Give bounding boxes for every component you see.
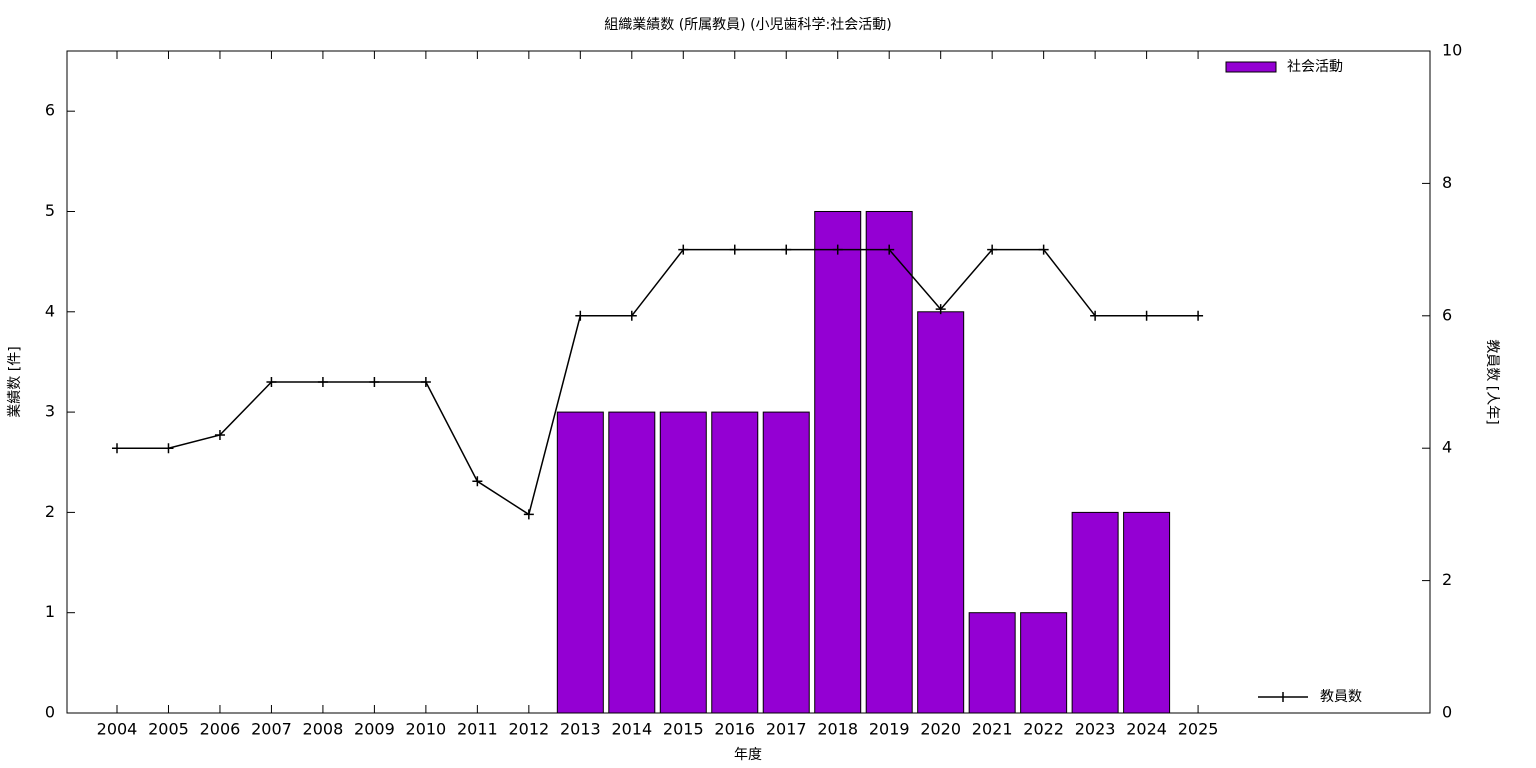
x-tick-label: 2025 [1178,720,1219,739]
chart-title: 組織業績数 (所属教員) (小児歯科学:社会活動) [604,17,891,33]
point [523,509,534,520]
point [1193,310,1204,321]
point [678,244,689,255]
x-tick-label: 2006 [200,720,241,739]
bar [762,411,810,714]
bar [659,411,707,714]
point [472,476,483,487]
legend-swatch [1225,61,1277,73]
legend-swatch [1258,692,1308,702]
y-tick-label: 3 [45,402,55,421]
bar [814,210,862,714]
bar [1020,612,1068,714]
y2-tick-label: 10 [1442,41,1462,60]
bar [865,210,913,714]
y2-tick-label: 2 [1442,570,1452,589]
x-tick-label: 2016 [714,720,755,739]
point [832,244,843,255]
y-tick-label: 2 [45,502,55,521]
y-tick-label: 5 [45,201,55,220]
line [117,248,1199,516]
point [575,310,586,321]
x-tick-label: 2023 [1075,720,1116,739]
y2-tick-label: 6 [1442,305,1452,324]
y-tick-label: 0 [45,703,55,722]
x-tick-label: 2008 [303,720,344,739]
point [935,304,946,315]
bar [968,612,1016,714]
x-tick-label: 2007 [251,720,292,739]
bar [917,311,965,714]
point [317,377,328,387]
y2-axis-label: 教員数 [人年] [1484,339,1500,424]
x-tick-label: 2005 [148,720,189,739]
bar [608,411,656,714]
y-tick-label: 4 [45,301,55,320]
bar [1071,511,1119,714]
point [163,443,174,454]
x-tick-label: 2013 [560,720,601,739]
x-tick-label: 2004 [97,720,138,739]
x-tick-label: 2014 [611,720,652,739]
point [781,244,792,255]
y2-tick-label: 8 [1442,173,1452,192]
point [420,377,431,387]
x-tick-label: 2022 [1023,720,1064,739]
x-tick-label: 2019 [869,720,910,739]
y2-tick-label: 0 [1442,703,1452,722]
y2-tick-label: 4 [1442,438,1452,457]
x-tick-label: 2020 [920,720,961,739]
bar [1123,511,1171,714]
x-tick-label: 2009 [354,720,395,739]
point [266,377,277,387]
y-axis-label: 業績数 [件] [7,346,23,417]
point [369,377,380,387]
x-tick-label: 2024 [1126,720,1167,739]
bar [556,411,604,714]
x-tick-label: 2011 [457,720,498,739]
x-tick-label: 2017 [766,720,807,739]
point [987,244,998,255]
point [214,429,225,440]
point [112,443,122,454]
x-tick-label: 2018 [817,720,858,739]
legend-label: 社会活動 [1287,59,1343,75]
point [884,244,895,255]
x-tick-label: 2015 [663,720,704,739]
y-tick-label: 6 [45,101,55,120]
point [1038,244,1049,255]
point [729,244,740,255]
y-tick-label: 1 [45,602,55,621]
x-tick-label: 2012 [508,720,549,739]
point [1090,310,1101,321]
x-axis-label: 年度 [734,747,762,763]
legend-label: 教員数 [1320,689,1362,705]
bar [711,411,759,714]
x-tick-label: 2021 [972,720,1013,739]
x-tick-label: 2010 [406,720,447,739]
point [1141,310,1152,321]
point [626,310,637,321]
